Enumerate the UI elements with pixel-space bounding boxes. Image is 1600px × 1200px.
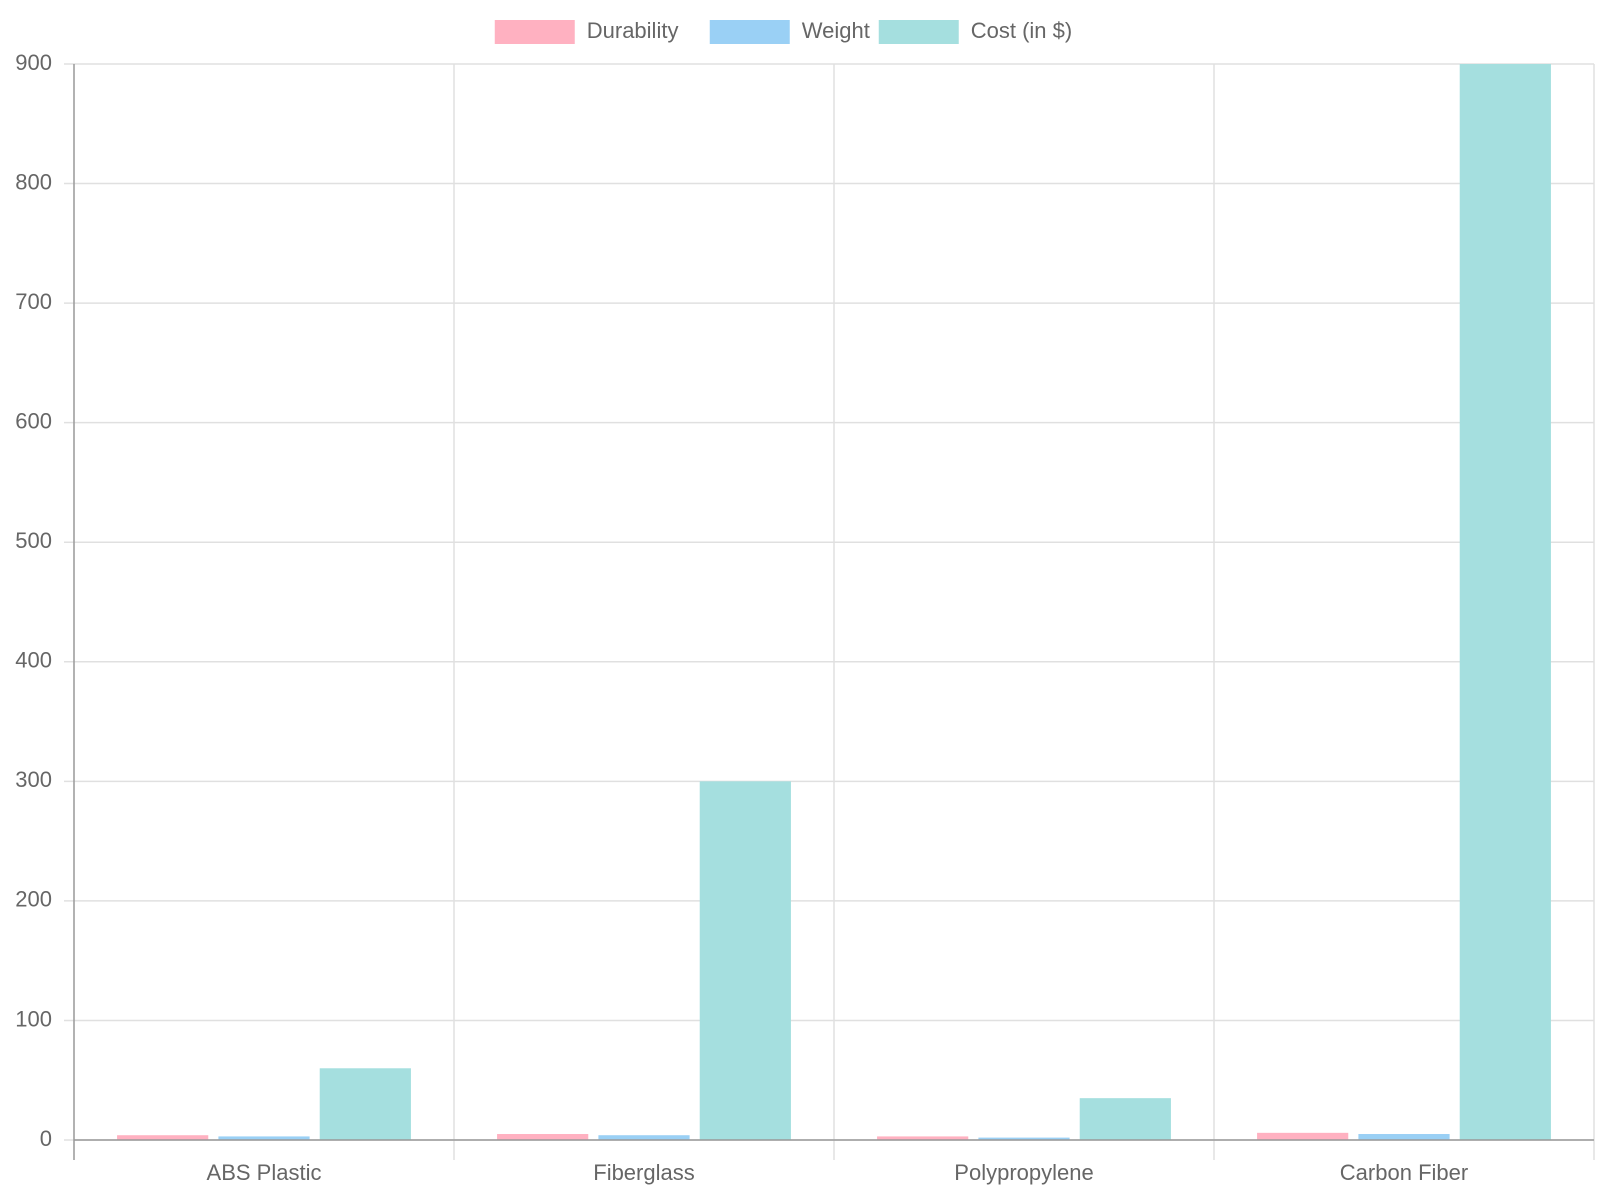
bar	[1079, 1098, 1171, 1140]
bar	[1459, 64, 1551, 1140]
bar	[1257, 1132, 1349, 1140]
bar	[598, 1135, 690, 1140]
legend-label: Weight	[802, 18, 870, 43]
y-tick-label: 300	[15, 767, 52, 792]
y-tick-label: 900	[15, 50, 52, 75]
bar	[319, 1068, 411, 1140]
bar	[497, 1134, 589, 1140]
bar	[218, 1136, 310, 1140]
legend-swatch	[878, 20, 959, 44]
x-tick-label: Fiberglass	[593, 1160, 694, 1185]
legend-label: Durability	[587, 18, 679, 43]
x-tick-label: Carbon Fiber	[1340, 1160, 1468, 1185]
y-tick-label: 500	[15, 528, 52, 553]
y-tick-label: 600	[15, 408, 52, 433]
x-tick-label: ABS Plastic	[207, 1160, 322, 1185]
legend-label: Cost (in $)	[971, 18, 1072, 43]
legend-swatch	[709, 20, 790, 44]
y-tick-label: 800	[15, 169, 52, 194]
y-tick-label: 100	[15, 1006, 52, 1031]
bar	[117, 1135, 209, 1140]
y-tick-label: 200	[15, 887, 52, 912]
y-tick-label: 700	[15, 289, 52, 314]
bar	[699, 781, 791, 1140]
bar	[978, 1137, 1070, 1140]
bar	[1358, 1134, 1450, 1140]
y-tick-label: 0	[40, 1126, 52, 1151]
legend-swatch	[494, 20, 575, 44]
bar	[877, 1136, 969, 1140]
y-tick-label: 400	[15, 648, 52, 673]
x-tick-label: Polypropylene	[954, 1160, 1093, 1185]
